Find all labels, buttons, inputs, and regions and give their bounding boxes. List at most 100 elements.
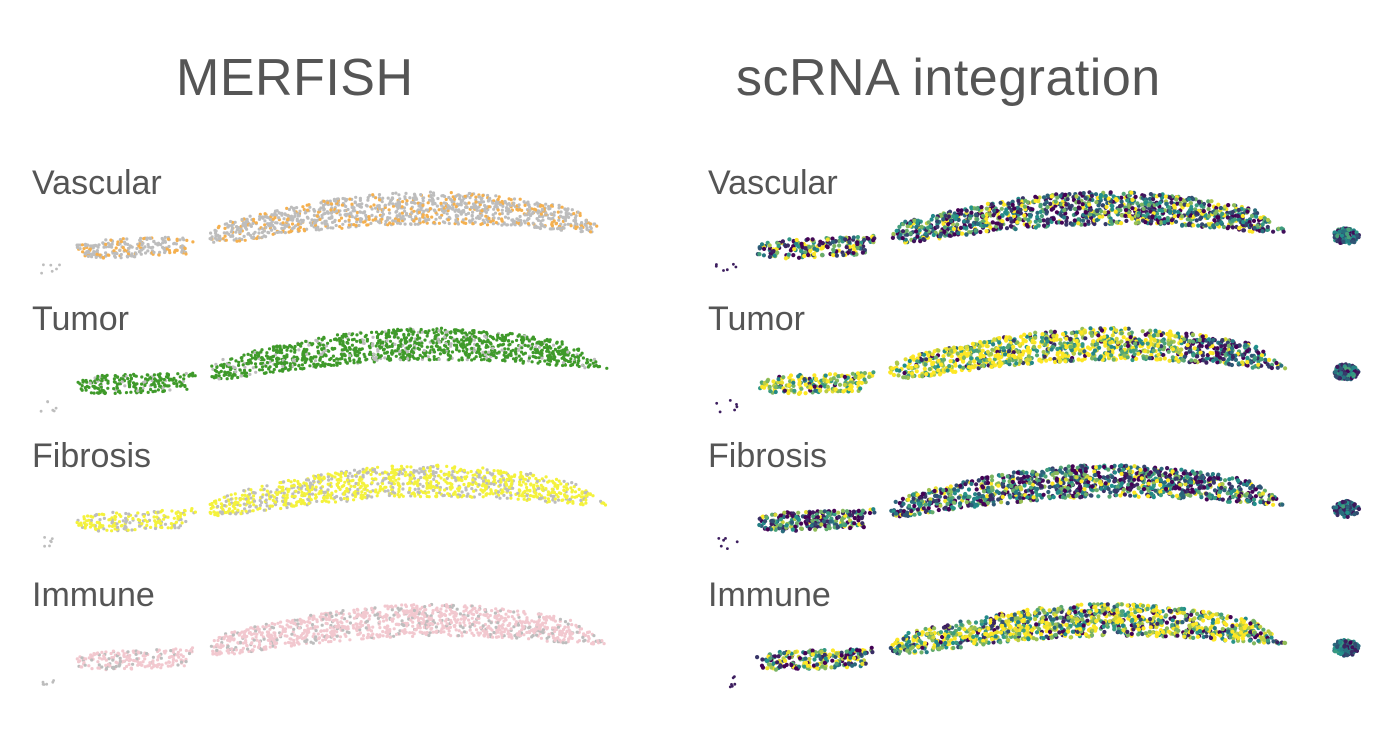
- cell-point: [461, 198, 465, 203]
- cell-point: [469, 205, 473, 209]
- cell-point: [463, 475, 467, 479]
- cell-point: [304, 482, 308, 486]
- cell-point: [472, 334, 476, 338]
- cell-point: [462, 620, 466, 624]
- cell-point: [362, 352, 366, 356]
- cell-point: [430, 199, 434, 203]
- cell-point: [405, 624, 409, 628]
- cell-point: [374, 471, 378, 475]
- cell-point: [122, 659, 126, 663]
- cell-point: [566, 350, 570, 354]
- cell-point: [182, 513, 187, 517]
- cell-point: [553, 484, 557, 488]
- cell-point: [412, 209, 416, 213]
- cell-point: [104, 663, 108, 667]
- cell-point: [340, 356, 344, 361]
- cell-point: [267, 347, 272, 351]
- cell-point: [265, 361, 269, 365]
- cell-point: [503, 359, 507, 363]
- cell-point: [248, 492, 252, 496]
- cell-point: [259, 633, 264, 637]
- cell-point: [445, 330, 449, 334]
- cell-point: [594, 360, 598, 364]
- cell-point: [348, 621, 352, 625]
- cell-point: [534, 224, 538, 228]
- cell-point: [377, 339, 381, 343]
- cell-point: [373, 357, 377, 361]
- cell-point: [486, 219, 490, 224]
- cell-point: [230, 630, 234, 635]
- cell-point: [308, 205, 312, 209]
- cell-point: [93, 514, 97, 518]
- cell-point: [517, 347, 521, 352]
- cell-point: [527, 203, 531, 207]
- cell-point: [271, 348, 276, 352]
- cell-point: [210, 364, 214, 368]
- cell-point: [516, 334, 520, 338]
- cell-point: [297, 348, 301, 352]
- cell-point: [519, 470, 523, 475]
- cell-point: [189, 373, 193, 377]
- cell-point: [591, 361, 595, 365]
- cell-point: [233, 366, 237, 370]
- cell-point: [279, 230, 283, 234]
- cell-point: [472, 357, 476, 361]
- cell-point: [392, 469, 396, 473]
- cell-point: [87, 518, 91, 522]
- cell-point: [434, 470, 438, 475]
- cell-point: [408, 196, 412, 200]
- cell-point: [572, 212, 576, 216]
- cell-point: [390, 482, 394, 486]
- cell-point: [397, 202, 402, 206]
- cell-point: [391, 476, 395, 480]
- cell-point: [347, 218, 351, 222]
- cell-point: [96, 245, 100, 249]
- cell-point: [342, 617, 347, 621]
- cell-point: [312, 213, 316, 217]
- cell-point: [517, 494, 521, 498]
- cell-point: [172, 516, 176, 520]
- cell-point: [298, 209, 302, 213]
- cell-point: [398, 214, 402, 218]
- cell-point: [164, 375, 169, 379]
- cell-point: [131, 662, 135, 666]
- cell-point: [532, 483, 536, 487]
- cell-point: [253, 353, 257, 357]
- cell-point: [271, 354, 276, 358]
- cell-point: [280, 368, 284, 372]
- cell-point: [285, 493, 289, 497]
- cell-point: [251, 366, 255, 370]
- cell-point: [448, 335, 452, 339]
- cell-point: [544, 211, 548, 215]
- cell-point: [501, 343, 505, 347]
- cell-point: [403, 195, 407, 199]
- cell-point: [528, 489, 532, 493]
- cell-point: [584, 220, 588, 224]
- cell-point: [108, 517, 112, 521]
- cell-point: [167, 244, 171, 249]
- cell-point: [497, 471, 501, 475]
- cell-point: [545, 346, 549, 350]
- cell-point: [508, 331, 512, 336]
- cell-point: [242, 221, 246, 225]
- cell-point: [107, 245, 111, 249]
- cell-point: [252, 503, 256, 507]
- cell-point: [321, 350, 325, 354]
- cell-point: [265, 489, 269, 493]
- cell-point: [378, 221, 382, 225]
- cell-point: [496, 490, 500, 494]
- cell-point: [322, 208, 326, 212]
- cell-point: [257, 630, 262, 634]
- cell-point: [389, 358, 393, 362]
- cell-point: [500, 199, 504, 204]
- cell-point: [123, 384, 127, 388]
- cell-point: [191, 371, 195, 375]
- cell-point: [314, 488, 318, 492]
- cell-point: [425, 478, 429, 482]
- cell-point: [118, 391, 122, 395]
- cell-point: [373, 477, 377, 481]
- cell-point: [322, 199, 326, 203]
- cell-point: [386, 354, 391, 358]
- cell-point: [166, 526, 170, 530]
- cell-point: [127, 246, 131, 250]
